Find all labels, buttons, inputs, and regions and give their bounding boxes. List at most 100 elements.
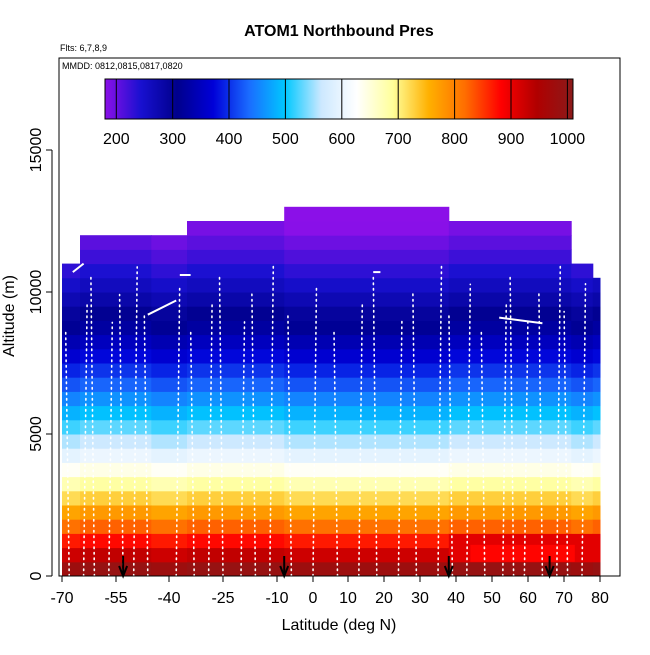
- heatmap-cell: [151, 249, 188, 265]
- y-tick-label: 0: [28, 571, 45, 580]
- heatmap-cell: [80, 405, 152, 421]
- flight-profile: [480, 329, 486, 577]
- flight-profile: [108, 321, 114, 577]
- heatmap-cell: [187, 419, 285, 435]
- heatmap-cell: [151, 306, 188, 321]
- heatmap-cell: [80, 263, 152, 279]
- flight-profile: [82, 303, 88, 577]
- heatmap-cell: [151, 292, 188, 307]
- heatmap-cell: [284, 306, 450, 321]
- flight-profile: [132, 266, 138, 577]
- heatmap-cell: [284, 363, 450, 378]
- heatmap-cell: [62, 505, 81, 520]
- heatmap-cell: [284, 405, 450, 421]
- heatmap-cell: [592, 519, 601, 534]
- heatmap-cell: [151, 505, 188, 520]
- heatmap-cell: [62, 490, 81, 506]
- heatmap-cell: [284, 448, 450, 463]
- flight-profile: [523, 320, 529, 577]
- flight-profile: [333, 330, 339, 577]
- heatmap-cell: [592, 377, 601, 392]
- plot-area: MMDD: 0812,0815,0817,0820: [58, 57, 621, 579]
- heatmap-cell: [151, 334, 188, 350]
- heatmap-cell: [448, 448, 572, 463]
- x-tick-label: 30: [411, 590, 429, 607]
- colorbar-gradient: [104, 78, 574, 120]
- heatmap-cell: [592, 320, 601, 336]
- heatmap-cell: [62, 334, 81, 350]
- heatmap-cell: [284, 519, 450, 534]
- heatmap-cell: [187, 547, 285, 563]
- heatmap-cell: [571, 448, 594, 463]
- heatmap-cell: [80, 391, 152, 407]
- x-tick-label: 70: [555, 590, 573, 607]
- flight-tracks: [64, 262, 587, 577]
- heatmap-cell: [571, 547, 594, 563]
- heatmap-cell: [284, 377, 450, 392]
- flight-profile: [287, 311, 293, 577]
- x-tick-label: -55: [104, 590, 127, 607]
- colorbar-ticks: 200 300 400 500 600 700 800 900 1000: [103, 79, 585, 148]
- heatmap-cell: [151, 490, 188, 506]
- heatmap-cell: [62, 448, 81, 463]
- heatmap-cell: [284, 334, 450, 350]
- heatmap-cell: [592, 505, 601, 520]
- heatmap-cell: [592, 434, 601, 449]
- heatmap-cell: [151, 348, 188, 364]
- heatmap-cell: [80, 334, 152, 350]
- flight-profile: [372, 274, 378, 577]
- heatmap-cell: [448, 363, 572, 378]
- heatmap-cell: [284, 320, 450, 336]
- heatmap-cell: [284, 221, 450, 236]
- heatmap-cell: [592, 277, 601, 293]
- heatmap-cell: [187, 292, 285, 307]
- heatmap-cell: [448, 405, 572, 421]
- heatmap-cell: [62, 292, 81, 307]
- heatmap-cell: [284, 547, 450, 563]
- heatmap-cell: [62, 277, 81, 293]
- heatmap-cell: [151, 277, 188, 293]
- heatmap-cell: [62, 306, 81, 321]
- heatmap-cell: [187, 277, 285, 293]
- heatmap-cell: [80, 505, 152, 520]
- heatmap-cell: [448, 476, 572, 492]
- flight-profile: [437, 265, 443, 577]
- x-tick-label: 20: [375, 590, 393, 607]
- heatmap-cell: [187, 249, 285, 265]
- heatmap-cell: [571, 334, 594, 350]
- heatmap-cell: [187, 391, 285, 407]
- heatmap-cell: [151, 462, 188, 478]
- heatmap-cell: [571, 263, 594, 279]
- x-axis: -70 -55 -40 -25 -10 0 10 20 30 40 50 60 70 80: [50, 575, 609, 607]
- heatmap-cell: [80, 377, 152, 392]
- heatmap-cell: [80, 519, 152, 534]
- heatmap-cell: [80, 462, 152, 478]
- heatmap-cell: [80, 476, 152, 492]
- flight-profile: [207, 302, 213, 577]
- heatmap-cell: [571, 476, 594, 492]
- heatmap-cell: [571, 363, 594, 378]
- flight-profile: [175, 284, 181, 577]
- heatmap-cell: [187, 221, 285, 236]
- heatmap-cell: [151, 405, 188, 421]
- heatmap-cell: [187, 505, 285, 520]
- heatmap-cell: [284, 434, 450, 449]
- heatmap-cell: [571, 277, 594, 293]
- colorbar: 200 300 400 500 600 700 800 900 1000: [103, 78, 585, 148]
- colorbar-tick-label: 500: [272, 131, 299, 148]
- heatmap-cell: [80, 434, 152, 449]
- heatmap-cell: [284, 235, 450, 250]
- heatmap-cell: [62, 533, 81, 549]
- heatmap-cell: [151, 419, 188, 435]
- heatmap-cell: [448, 249, 572, 265]
- heatmap-cell: [448, 377, 572, 392]
- colorbar-tick-label: 600: [328, 131, 355, 148]
- heatmap-cell: [592, 363, 601, 378]
- heatmap-cell: [448, 263, 572, 279]
- heatmap-cell: [284, 277, 450, 293]
- heatmap-cell: [62, 476, 81, 492]
- heatmap-cell: [187, 519, 285, 534]
- heatmap-cell: [571, 391, 594, 407]
